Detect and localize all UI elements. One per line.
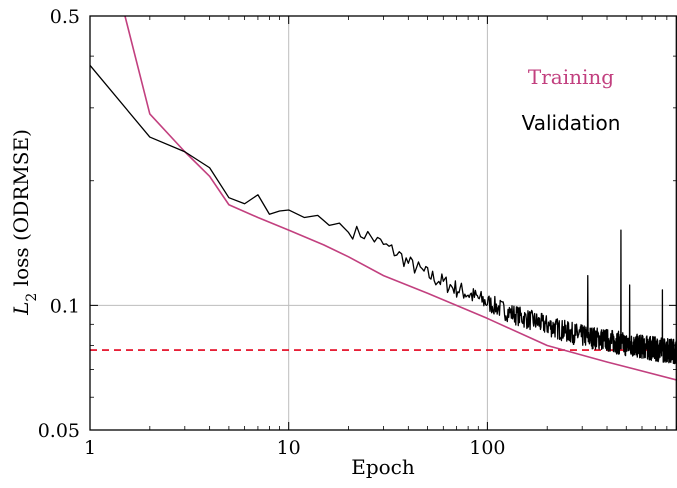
series-line-validation [90,64,677,365]
tick-layer: 1 10 100 0.05 0.1 0.5 [38,6,677,459]
y-axis-title-main: L [9,302,33,316]
x-axis-title: Epoch [351,455,415,479]
y-axis-title-rest: loss (ODRMSE) [9,129,33,293]
y-tick-label: 0.05 [38,420,80,442]
legend-validation-label: Validation [522,111,621,135]
legend-training-label: Training [528,65,614,89]
x-tick-label: 10 [277,437,301,459]
y-axis-title-subscript: 2 [24,293,40,302]
grid-layer [90,16,677,430]
y-tick-label: 0.5 [50,6,80,28]
y-axis-title: L2 loss (ODRMSE) [9,129,40,316]
x-tick-label: 100 [469,437,505,459]
series-line-training [124,16,677,381]
series-layer [90,16,677,381]
y-tick-label: 0.1 [50,295,80,317]
x-tick-label: 1 [84,437,96,459]
